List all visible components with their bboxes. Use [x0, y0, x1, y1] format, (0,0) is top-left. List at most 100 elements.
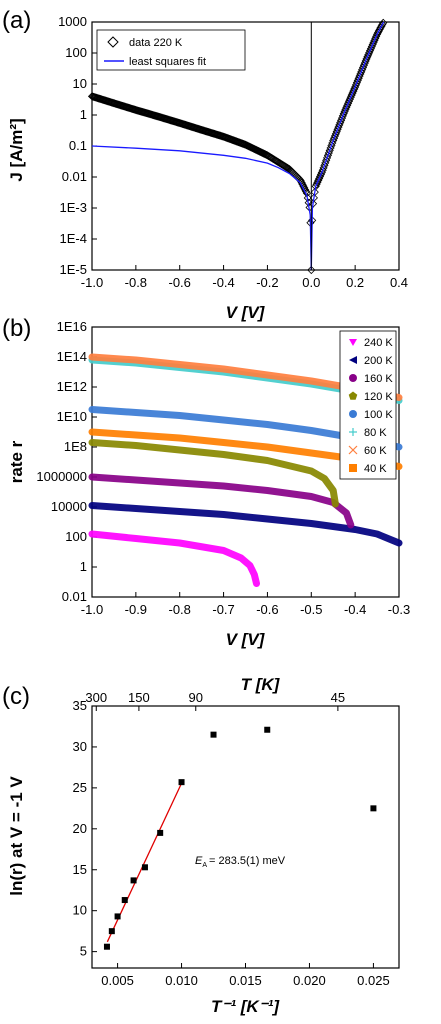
- data-point: [114, 913, 121, 920]
- data-point: [121, 897, 128, 904]
- data-point: [178, 779, 185, 786]
- data-point: [103, 943, 110, 950]
- y-tick-label: 10000: [51, 499, 87, 514]
- legend-label: 200 K: [364, 355, 393, 367]
- x-tick-label: 0.020: [293, 973, 326, 988]
- x-tick-label: 0.2: [346, 275, 364, 290]
- legend-label: 80 K: [364, 427, 387, 439]
- panel-a-ylabel: J [A/m²]: [7, 118, 26, 181]
- y-tick-label: 1E-4: [60, 231, 87, 246]
- top-tick-label: 90: [189, 690, 203, 705]
- series-line: [88, 530, 260, 587]
- x-tick-label: 0.0: [302, 275, 320, 290]
- data-marker: [328, 138, 337, 148]
- data-point: [157, 829, 164, 836]
- panel-c-chart: 0.005 0.010 0.015 0.020 0.025 5 10 15 20 25 30 3530…: [7, 675, 400, 1016]
- y-tick-label: 1E12: [57, 379, 87, 394]
- x-tick-label: -1.0: [81, 275, 103, 290]
- y-tick-label: 35: [73, 698, 87, 713]
- activation-energy-annotation: EA = 283.5(1) meV: [195, 855, 286, 869]
- data-marker: [379, 18, 388, 27]
- x-tick-label: -0.8: [125, 275, 147, 290]
- legend-fit-label: least squares fit: [129, 56, 206, 68]
- legend-marker: [349, 356, 357, 364]
- data-marker: [327, 141, 336, 150]
- ea-symbol: E: [195, 855, 203, 867]
- y-tick-label: 30: [73, 739, 87, 754]
- data-marker: [319, 163, 328, 172]
- x-tick-label: -0.8: [169, 602, 191, 617]
- legend-marker: [349, 374, 357, 382]
- top-tick-label: 45: [331, 690, 345, 705]
- data-marker: [307, 265, 316, 275]
- panel-b-chart: -1.0 -0.9 -0.8 -0.7 -0.6 -0.5 -0.4 -0.3 0.01 1 100…: [7, 319, 410, 649]
- data-marker: [318, 166, 327, 175]
- x-tick-label: 0.010: [165, 973, 198, 988]
- y-tick-label: 1E16: [57, 319, 87, 334]
- x-tick-label: 0.4: [390, 275, 408, 290]
- legend-marker: [349, 339, 357, 346]
- data-point: [264, 726, 271, 733]
- y-tick-label: 1000000: [36, 469, 87, 484]
- legend-label: 120 K: [364, 391, 393, 403]
- panel-b-frame: [91, 326, 400, 598]
- data-marker: [324, 148, 333, 158]
- panel-a-label: (a): [2, 7, 31, 34]
- panel-c-ylabel: ln(r) at V = -1 V: [7, 776, 26, 896]
- panel-c-xlabel: T⁻¹ [K⁻¹]: [211, 997, 280, 1016]
- data-point: [210, 731, 217, 738]
- series-line: [88, 439, 339, 508]
- y-tick-label: 1E8: [64, 439, 87, 454]
- legend-label: 60 K: [364, 445, 387, 457]
- series-line: [88, 473, 355, 529]
- y-tick-label: 25: [73, 780, 87, 795]
- data-marker: [317, 168, 326, 177]
- y-tick-label: 15: [73, 862, 87, 877]
- data-marker: [323, 153, 332, 162]
- x-tick-label: -1.0: [81, 602, 103, 617]
- legend-label: 40 K: [364, 463, 387, 475]
- data-point: [141, 864, 148, 871]
- legend-marker: [349, 464, 357, 472]
- top-tick-label: 300: [85, 690, 107, 705]
- x-tick-label: -0.4: [212, 275, 234, 290]
- panel-c-label: (c): [2, 683, 30, 710]
- y-tick-label: 100: [65, 529, 87, 544]
- panel-b-xlabel: V [V]: [226, 630, 266, 649]
- fit-line: [91, 21, 385, 271]
- x-tick-label: -0.9: [125, 602, 147, 617]
- y-tick-label: 1: [80, 107, 87, 122]
- data-point: [370, 805, 377, 812]
- panel-a-legend: data 220 K least squares fit: [96, 29, 246, 71]
- y-tick-label: 5: [80, 944, 87, 959]
- legend-marker: [349, 410, 357, 418]
- legend-label: 160 K: [364, 373, 393, 385]
- x-tick-label: 0.005: [101, 973, 134, 988]
- data-marker: [321, 158, 330, 167]
- x-tick-label: -0.5: [300, 602, 322, 617]
- panel-a-xlabel: V [V]: [226, 303, 266, 322]
- x-tick-label: 0.025: [357, 973, 390, 988]
- x-tick-label: -0.7: [212, 602, 234, 617]
- y-tick-label: 1: [80, 559, 87, 574]
- data-marker: [325, 146, 334, 155]
- panel-a-chart: -1.0 -0.8 -0.6 -0.4 -0.2 0.0 0.2 0.4 1E-5 1E-4 1E-…: [7, 14, 408, 322]
- legend-data-label: data 220 K: [129, 37, 183, 49]
- y-tick-label: 1E-5: [60, 262, 87, 277]
- y-tick-label: 10: [73, 903, 87, 918]
- y-tick-label: 10: [73, 76, 87, 91]
- x-tick-label: -0.6: [256, 602, 278, 617]
- data-point: [108, 928, 115, 935]
- panel-b-legend: 240 K 200 K 160 K 120 K 100 K 80 K 60 K 40 K: [339, 330, 397, 480]
- legend-label: 100 K: [364, 409, 393, 421]
- y-tick-label: 1000: [58, 14, 87, 29]
- legend-box: [96, 29, 246, 71]
- series-line: [88, 502, 403, 547]
- panel-b-ylabel: rate r: [7, 440, 26, 483]
- data-marker: [323, 151, 333, 160]
- legend-diamond-marker: [107, 36, 119, 48]
- y-tick-label: 0.1: [69, 138, 87, 153]
- y-tick-label: 0.01: [62, 169, 87, 184]
- legend-label: 240 K: [364, 337, 393, 349]
